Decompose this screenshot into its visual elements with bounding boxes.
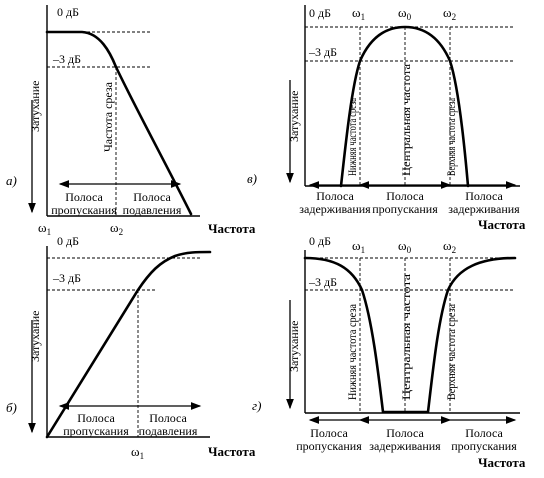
panel-v-y-label: Затухание xyxy=(287,91,301,142)
panel-b-y-label: Затухание xyxy=(28,311,42,362)
svg-text:подавления: подавления xyxy=(123,203,182,217)
panel-b-letter: б) xyxy=(6,400,17,415)
panel-b-minus3-db: –3 дБ xyxy=(52,271,81,285)
svg-text:Полоса: Полоса xyxy=(77,411,115,425)
panel-v-lower-cutoff: Нижняя частота среза xyxy=(345,98,359,176)
panel-v-omega0: ω0 xyxy=(398,5,412,22)
panel-g-omega2: ω2 xyxy=(443,238,456,255)
panel-g-zero-db: 0 дБ xyxy=(309,234,331,248)
panel-b-zero-db: 0 дБ xyxy=(57,234,79,248)
panel-b-highpass: 0 дБ –3 дБ Затухание б) Полоса пропускан… xyxy=(6,234,256,461)
panel-v-center-freq: Центральная частота xyxy=(399,63,413,176)
svg-text:пропускания: пропускания xyxy=(63,424,129,438)
panel-g-x-label: Частота xyxy=(478,455,526,470)
panel-b-omega1: ω1 xyxy=(131,444,144,461)
panel-a-cutoff-label: Частота среза xyxy=(101,81,115,152)
svg-text:задерживания: задерживания xyxy=(299,202,371,216)
panel-b-curve xyxy=(45,250,212,439)
svg-text:Полоса: Полоса xyxy=(386,426,424,440)
svg-text:задерживания: задерживания xyxy=(369,439,441,453)
panel-a-x-label: Частота xyxy=(208,221,256,236)
panel-g-upper-cutoff: Верхняя частота среза xyxy=(444,303,458,400)
panel-v-curve xyxy=(339,25,470,188)
panel-g-curve xyxy=(303,256,517,414)
svg-text:пропускания: пропускания xyxy=(372,202,438,216)
panel-g-bandstop: 0 дБ –3 дБ Затухание г) ω1 ω0 ω2 Нижняя … xyxy=(252,234,526,470)
panel-a-lowpass: 0 дБ –3 дБ Затухание Частота среза а) По… xyxy=(6,5,256,237)
svg-text:пропускания: пропускания xyxy=(451,439,517,453)
svg-text:пропускания: пропускания xyxy=(296,439,362,453)
panel-v-zero-db: 0 дБ xyxy=(309,6,331,20)
svg-text:Полоса: Полоса xyxy=(133,190,171,204)
panel-g-minus3-db: –3 дБ xyxy=(308,275,337,289)
panel-v-x-label: Частота xyxy=(478,217,526,232)
panel-v-upper-cutoff: Верхняя частота среза xyxy=(444,98,458,176)
svg-text:пропускания: пропускания xyxy=(51,203,117,217)
svg-text:Полоса: Полоса xyxy=(465,189,503,203)
panel-g-letter: г) xyxy=(252,398,261,413)
svg-text:Полоса: Полоса xyxy=(465,426,503,440)
panel-g-omega0: ω0 xyxy=(398,238,412,255)
panel-g-center-freq: Центральная частота xyxy=(399,273,413,400)
svg-text:Полоса: Полоса xyxy=(65,190,103,204)
svg-text:Полоса: Полоса xyxy=(149,411,187,425)
svg-text:подавления: подавления xyxy=(139,424,198,438)
panel-g-y-label: Затухание xyxy=(287,321,301,372)
panel-a-omega1: ω1 xyxy=(38,220,51,237)
panel-a-minus3-db: –3 дБ xyxy=(52,52,81,66)
panel-b-x-label: Частота xyxy=(208,444,256,459)
panel-a-letter: а) xyxy=(6,173,17,188)
panel-v-omega1: ω1 xyxy=(352,5,365,22)
svg-text:Полоса: Полоса xyxy=(316,189,354,203)
svg-text:Полоса: Полоса xyxy=(386,189,424,203)
panel-a-curve xyxy=(45,30,193,216)
svg-text:задерживания: задерживания xyxy=(448,202,520,216)
panel-g-lower-cutoff: Нижняя частота среза xyxy=(345,303,359,400)
panel-a-omega2: ω2 xyxy=(110,220,123,237)
panel-v-letter: в) xyxy=(247,171,257,186)
panel-v-omega2: ω2 xyxy=(443,5,456,22)
panel-v-minus3-db: –3 дБ xyxy=(308,45,337,59)
panel-g-omega1: ω1 xyxy=(352,238,365,255)
svg-text:Полоса: Полоса xyxy=(310,426,348,440)
panel-v-bandpass: 0 дБ –3 дБ Затухание в) ω1 ω0 ω2 Нижняя … xyxy=(247,5,526,232)
panel-a-zero-db: 0 дБ xyxy=(57,5,79,19)
panel-a-y-label: Затухание xyxy=(28,81,42,132)
